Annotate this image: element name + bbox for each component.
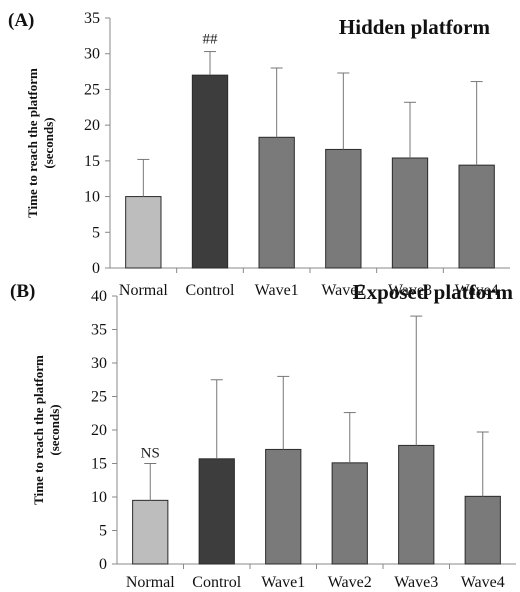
bar-wave2 [331, 462, 368, 565]
y-tick-label: 25 [91, 389, 107, 406]
significance-annotation: ## [203, 32, 219, 48]
y-axis-label-b-line1: Time to reach the platform [31, 355, 46, 505]
y-tick-label: 5 [92, 224, 100, 241]
x-tick-label-normal: Normal [126, 574, 175, 591]
x-tick-label-control: Control [186, 282, 235, 299]
y-axis-label-a-line2: (seconds) [41, 117, 56, 168]
y-axis-label-b: Time to reach the platform (seconds) [31, 355, 62, 505]
y-tick-label: 15 [84, 153, 100, 170]
x-tick-label-wave1: Wave1 [255, 282, 299, 299]
chart-title-exposed-platform: Exposed platform [353, 280, 514, 304]
bar-control [198, 458, 235, 565]
y-tick-label: 35 [91, 322, 107, 339]
x-tick-label-wave2: Wave2 [328, 574, 372, 591]
bar-wave3 [391, 157, 429, 269]
y-tick-label: 40 [91, 288, 107, 305]
bar-normal [125, 196, 162, 269]
chart-panel-hidden-platform: (A) Hidden platform Time to reach the pl… [8, 10, 510, 299]
y-tick-label: 10 [91, 489, 107, 506]
significance-annotation: NS [141, 446, 160, 462]
x-tick-label-wave2: Wave2 [321, 282, 365, 299]
y-tick-label: 30 [84, 46, 100, 63]
x-tick-label-wave3: Wave3 [394, 574, 438, 591]
x-tick-label-wave3: Wave3 [388, 282, 432, 299]
bar-normal [132, 499, 169, 565]
y-tick-label: 0 [99, 556, 107, 573]
chart-title-hidden-platform: Hidden platform [339, 15, 491, 39]
y-axis-label-a: Time to reach the platform (seconds) [25, 68, 56, 218]
y-tick-label: 20 [91, 422, 107, 439]
y-tick-label: 25 [84, 81, 100, 98]
x-tick-label-wave1: Wave1 [261, 574, 305, 591]
bar-wave4 [458, 164, 495, 269]
y-tick-label: 15 [91, 456, 107, 473]
bar-wave1 [258, 136, 295, 269]
panel-label-a: (A) [8, 10, 34, 31]
bar-control [191, 74, 229, 269]
y-tick-label: 20 [84, 117, 100, 134]
bar-wave3 [398, 444, 435, 565]
bar-wave4 [464, 495, 501, 565]
x-tick-label-normal: Normal [119, 282, 168, 299]
y-axis-label-b-line2: (seconds) [47, 404, 62, 455]
bar-wave1 [265, 448, 302, 565]
y-tick-label: 10 [84, 189, 100, 206]
panel-label-b: (B) [10, 281, 35, 302]
y-axis-label-a-line1: Time to reach the platform [25, 68, 40, 218]
y-tick-label: 30 [91, 355, 107, 372]
x-tick-label-wave4: Wave4 [461, 574, 505, 591]
bar-wave2 [325, 148, 362, 269]
chart-panel-exposed-platform: (B) Exposed platform Time to reach the p… [10, 280, 516, 591]
y-tick-label: 35 [84, 10, 100, 27]
x-tick-label-control: Control [192, 574, 241, 591]
y-tick-label: 0 [92, 260, 100, 277]
y-tick-label: 5 [99, 523, 107, 540]
x-tick-label-wave4: Wave4 [455, 282, 499, 299]
